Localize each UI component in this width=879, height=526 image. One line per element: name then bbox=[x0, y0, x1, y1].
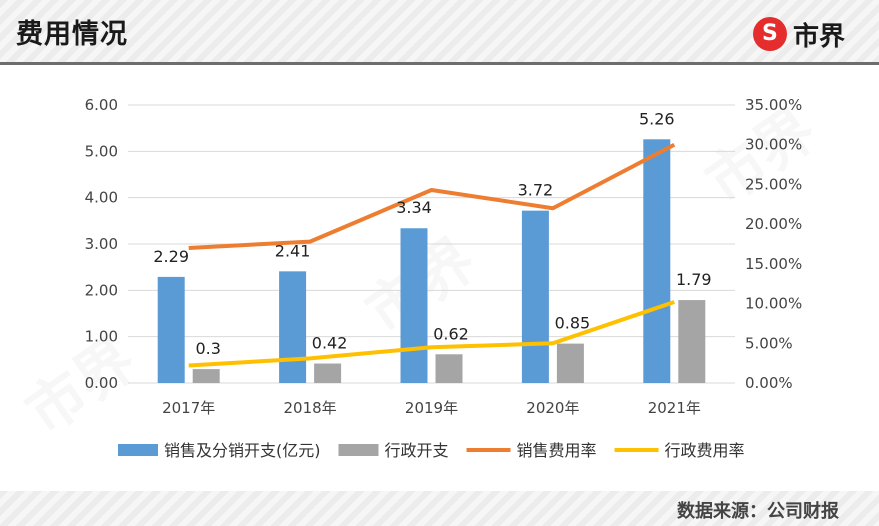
y-right-tick-label: 35.00% bbox=[745, 96, 802, 114]
y-left-tick-label: 3.00 bbox=[85, 235, 118, 253]
x-tick-label: 2021年 bbox=[648, 399, 701, 417]
bar-admin bbox=[556, 343, 584, 383]
data-label-admin: 0.3 bbox=[195, 339, 220, 358]
header-divider bbox=[0, 62, 879, 65]
header-bar: 费用情况 S 市界 bbox=[0, 0, 879, 62]
y-left-tick-label: 4.00 bbox=[85, 189, 118, 207]
x-tick-label: 2020年 bbox=[526, 399, 579, 417]
legend-swatch bbox=[338, 444, 379, 456]
legend-label: 行政费用率 bbox=[665, 441, 745, 460]
bar-admin bbox=[192, 369, 220, 383]
data-label-sales: 3.34 bbox=[396, 198, 432, 217]
bar-sales bbox=[279, 271, 307, 383]
page-title: 费用情况 bbox=[16, 19, 128, 50]
y-right-tick-label: 5.00% bbox=[745, 334, 793, 352]
data-source: 数据来源：公司财报 bbox=[677, 501, 839, 522]
logo-badge-icon: S bbox=[752, 17, 787, 51]
y-right-tick-label: 30.00% bbox=[745, 136, 802, 154]
y-right-tick-label: 15.00% bbox=[745, 255, 802, 273]
data-label-admin: 1.79 bbox=[676, 270, 712, 289]
bar-admin bbox=[678, 300, 706, 383]
bar-sales bbox=[643, 139, 671, 383]
expense-chart: 0.00 1.00 2.00 3.00 4.00 5.00 6.00 0.00% 5.00% 10… bbox=[85, 96, 803, 460]
legend-label: 行政开支 bbox=[385, 441, 449, 460]
bar-sales bbox=[400, 228, 428, 383]
line-sales-rate bbox=[188, 142, 676, 250]
legend-label: 销售及分销开支(亿元) bbox=[164, 441, 321, 460]
y-right-tick-label: 20.00% bbox=[745, 215, 802, 233]
legend-swatch bbox=[118, 444, 158, 456]
y-left-tick-label: 5.00 bbox=[85, 142, 118, 160]
data-label-sales: 5.26 bbox=[639, 109, 675, 128]
legend-label: 销售费用率 bbox=[517, 441, 597, 460]
x-tick-label: 2018年 bbox=[284, 399, 337, 417]
x-tick-label: 2017年 bbox=[162, 399, 215, 417]
data-label-admin: 0.42 bbox=[312, 334, 348, 353]
x-tick-label: 2019年 bbox=[405, 399, 458, 417]
y-left-tick-label: 2.00 bbox=[85, 281, 118, 299]
y-right-tick-label: 10.00% bbox=[745, 295, 802, 313]
data-label-sales: 2.29 bbox=[153, 247, 189, 266]
bar-sales bbox=[521, 210, 549, 383]
footer-bar: 数据来源：公司财报 bbox=[0, 491, 879, 526]
data-label-sales: 2.41 bbox=[275, 241, 311, 260]
logo-text: 市界 bbox=[792, 21, 845, 52]
bar-admin bbox=[314, 363, 342, 383]
data-label-admin: 0.85 bbox=[555, 314, 591, 333]
y-left-tick-label: 0.00 bbox=[85, 374, 118, 392]
bar-sales bbox=[157, 276, 185, 383]
y-right-tick-label: 25.00% bbox=[745, 175, 802, 193]
y-left-tick-label: 6.00 bbox=[85, 96, 118, 114]
data-label-sales: 3.72 bbox=[518, 181, 554, 200]
data-label-admin: 0.62 bbox=[433, 324, 469, 343]
bar-admin bbox=[435, 354, 463, 383]
y-right-tick-label: 0.00% bbox=[745, 374, 793, 392]
line-admin-rate bbox=[188, 300, 675, 368]
brand-logo: S 市界 bbox=[752, 14, 845, 54]
y-left-tick-label: 1.00 bbox=[85, 328, 118, 346]
